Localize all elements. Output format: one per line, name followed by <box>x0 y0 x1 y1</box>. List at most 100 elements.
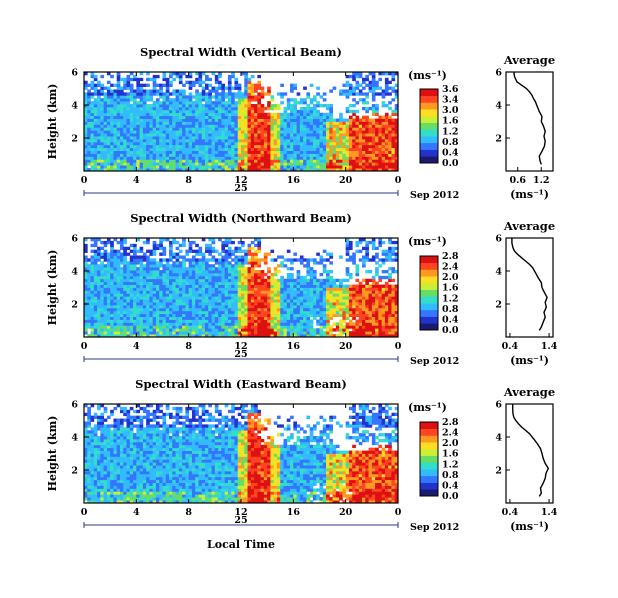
heatmap-cell <box>198 127 203 131</box>
heatmap-cell <box>299 261 304 265</box>
heatmap-cell <box>326 156 330 160</box>
heatmap-cell <box>149 307 154 312</box>
heatmap-cell <box>142 109 147 114</box>
heatmap-cell <box>110 313 114 318</box>
heatmap-cell <box>182 310 186 315</box>
heatmap-cell <box>116 331 121 335</box>
heatmap-cell <box>139 270 144 274</box>
heatmap-cell <box>316 156 320 160</box>
heatmap-cell <box>87 270 91 274</box>
heatmap-cell <box>191 240 196 245</box>
heatmap-cell <box>119 304 124 309</box>
heatmap-cell <box>208 130 212 134</box>
heatmap-cell <box>384 77 389 82</box>
heatmap-cell <box>231 127 235 131</box>
heatmap-cell <box>312 299 317 303</box>
heatmap-cell <box>218 150 222 154</box>
heatmap-cell <box>195 281 199 285</box>
heatmap-cell <box>345 121 350 125</box>
heatmap-cell <box>126 168 131 172</box>
heatmap-cell <box>159 147 163 152</box>
heatmap-cell <box>345 328 350 332</box>
heatmap-cell <box>205 121 209 125</box>
heatmap-cell <box>384 80 389 85</box>
heatmap-cell <box>110 304 114 309</box>
heatmap-cell <box>221 270 226 274</box>
heatmap-cell <box>237 246 242 251</box>
heatmap-cell <box>129 115 134 119</box>
heatmap-cell <box>211 310 216 315</box>
heatmap-cell <box>378 162 383 166</box>
heatmap-cell <box>136 106 140 111</box>
heatmap-cell <box>119 156 124 160</box>
heatmap-cell <box>214 118 219 122</box>
heatmap-cell <box>97 278 101 283</box>
heatmap-cell <box>303 307 307 312</box>
heatmap-cell <box>250 299 255 303</box>
heatmap-cell <box>290 281 294 285</box>
heatmap-cell <box>149 264 154 268</box>
heatmap-cell <box>322 130 327 134</box>
heatmap-cell <box>260 150 265 154</box>
heatmap-cell <box>103 334 108 338</box>
heatmap-cell <box>234 136 239 140</box>
heatmap-cell <box>345 293 350 297</box>
heatmap-cell <box>93 255 98 259</box>
heatmap-cell <box>159 121 163 125</box>
heatmap-cell <box>247 328 252 332</box>
heatmap-cell <box>116 89 121 93</box>
heatmap-cell <box>293 310 297 315</box>
heatmap-cell <box>293 281 297 285</box>
heatmap-cell <box>231 284 235 288</box>
heatmap-cell <box>234 95 239 99</box>
heatmap-cell <box>106 89 111 93</box>
heatmap-cell <box>133 74 137 79</box>
heatmap-cell <box>329 316 333 320</box>
heatmap-cell <box>123 124 127 128</box>
heatmap-cell <box>247 159 252 163</box>
heatmap-cell <box>123 331 127 335</box>
heatmap-cell <box>257 109 262 114</box>
heatmap-cell <box>329 112 333 117</box>
heatmap-cell <box>218 138 222 143</box>
heatmap-cell <box>178 121 183 125</box>
heatmap-cell <box>293 322 297 326</box>
heatmap-cell <box>339 147 343 152</box>
heatmap-cell <box>316 287 320 291</box>
heatmap-cell <box>221 104 226 108</box>
heatmap-cell <box>260 331 265 335</box>
heatmap-cell <box>276 313 281 318</box>
heatmap-cell <box>270 115 275 119</box>
heatmap-cell <box>280 322 284 326</box>
heatmap-cell <box>155 98 160 102</box>
heatmap-cell <box>273 319 278 323</box>
heatmap-cell <box>87 124 91 128</box>
heatmap-cell <box>267 284 271 288</box>
heatmap-cell <box>100 124 105 128</box>
heatmap-cell <box>326 165 330 169</box>
heatmap-cell <box>162 159 167 163</box>
heatmap-cells <box>84 72 399 172</box>
heatmap-cell <box>263 168 268 172</box>
heatmap-cell <box>299 138 304 143</box>
heatmap-cell <box>306 258 311 262</box>
heatmap-cell <box>155 261 160 265</box>
heatmap-cell <box>339 150 343 154</box>
heatmap-cell <box>133 272 137 277</box>
heatmap-cell <box>159 331 163 335</box>
heatmap-cell <box>178 261 183 265</box>
heatmap-cell <box>165 334 170 338</box>
heatmap-cell <box>103 328 108 332</box>
heatmap-cell <box>276 165 281 169</box>
heatmap-cell <box>205 246 209 251</box>
heatmap-cell <box>332 313 337 318</box>
heatmap-cell <box>152 243 157 248</box>
heatmap-cell <box>218 290 222 294</box>
heatmap-cell <box>316 138 320 143</box>
heatmap-cell <box>286 112 291 117</box>
heatmap-cell <box>296 124 301 128</box>
heatmap-cell <box>175 165 180 169</box>
heatmap-cell <box>227 302 232 306</box>
heatmap-cell <box>90 261 95 265</box>
heatmap-cell <box>280 150 284 154</box>
